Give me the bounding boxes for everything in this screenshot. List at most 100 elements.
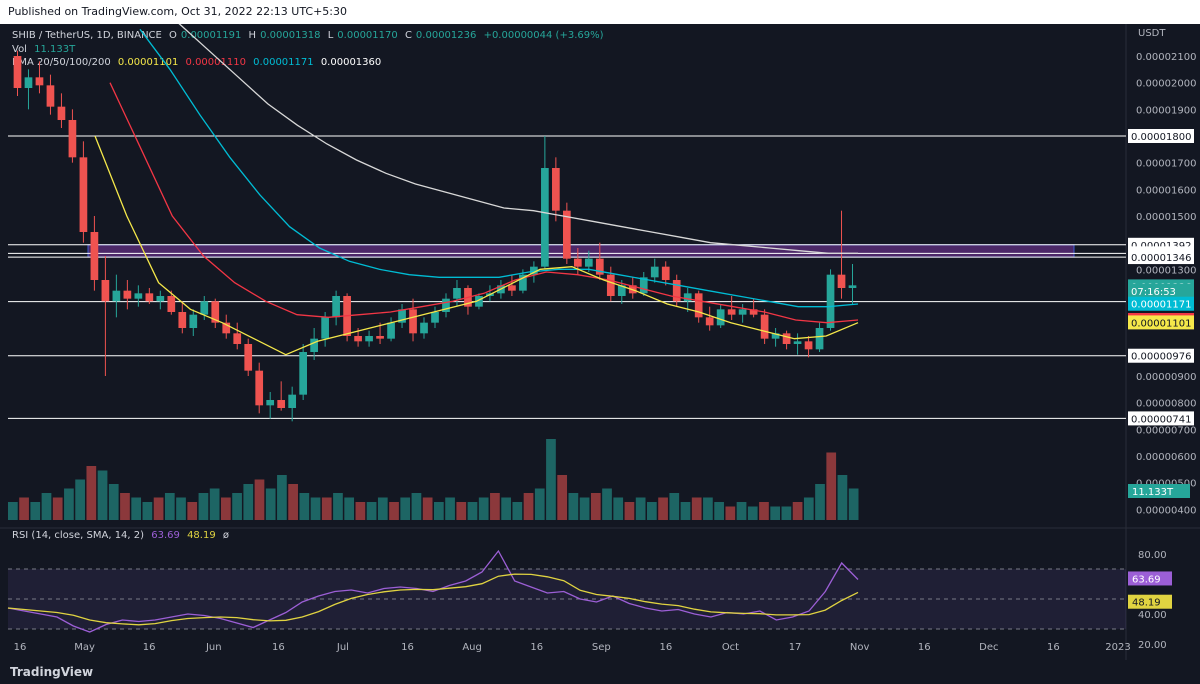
candle-body	[244, 344, 253, 371]
candle-body	[562, 210, 571, 259]
ema20-line	[94, 135, 859, 356]
candle-body	[310, 338, 318, 352]
volume-value: 11.133T	[34, 44, 76, 55]
price-tag: 07:16:53	[1131, 287, 1176, 298]
candle-body	[13, 56, 22, 88]
candle-body	[530, 266, 538, 275]
time-tick-label: 16	[530, 642, 543, 653]
price-tick-label: 0.00002000	[1136, 79, 1196, 90]
volume-bar	[803, 497, 814, 520]
time-tick-label: Aug	[462, 642, 482, 653]
candle-body	[134, 293, 143, 299]
candle-body	[354, 336, 362, 342]
candle-body	[398, 309, 406, 323]
volume-bar	[288, 484, 298, 520]
volume-bar	[691, 497, 702, 520]
candle-body	[321, 317, 329, 339]
candle-body	[442, 298, 450, 312]
candle-body	[749, 309, 758, 315]
ema200-value: 0.00001360	[320, 57, 382, 68]
candle-body	[266, 400, 275, 406]
candle-body	[123, 290, 132, 299]
candle-body	[738, 309, 747, 315]
level-tag-bg	[1128, 348, 1194, 363]
candle-body	[233, 333, 242, 344]
volume-bar	[321, 497, 332, 520]
high-label: H	[248, 30, 257, 41]
volume-bar	[602, 488, 612, 520]
candle-body	[387, 322, 395, 339]
low-value: 0.00001170	[337, 30, 398, 41]
price-tag-bg	[1128, 315, 1194, 330]
rsi-tag-bg	[1128, 594, 1172, 609]
price-chart[interactable]: 0.00002100 0.00002000 0.00001900 0.00001700…	[0, 24, 1200, 660]
volume-bar	[198, 493, 209, 520]
price-tick-label: 0.00000900	[1136, 372, 1196, 383]
candle-body	[145, 293, 154, 302]
volume-bar	[635, 497, 646, 520]
candle-body	[760, 314, 769, 339]
candle-body	[771, 333, 780, 339]
low-label: L	[327, 30, 334, 41]
volume-bar	[590, 493, 601, 520]
volume-bar	[19, 497, 29, 520]
candle-body	[277, 400, 286, 408]
volume-bar	[624, 502, 635, 520]
candle-body	[332, 296, 340, 318]
volume-bar	[75, 479, 85, 520]
candle-body	[288, 394, 297, 408]
volume-bar	[187, 502, 198, 520]
supply-zone	[87, 244, 1075, 258]
ema-legend: EMA 20/50/100/200 0.00001101 0.00001110 …	[12, 57, 385, 68]
price-tick-label: 0.00000800	[1136, 399, 1196, 410]
volume-bar	[568, 493, 579, 520]
volume-bar	[344, 497, 355, 520]
volume-bar	[30, 502, 41, 520]
price-tick-label: 0.00000400	[1136, 505, 1196, 516]
price-tick-label: 0.00002100	[1136, 52, 1196, 63]
rsi-tag-bg	[1128, 571, 1172, 586]
volume-bar	[243, 484, 254, 520]
candle-body	[639, 277, 648, 294]
candle-body	[68, 120, 77, 158]
candle-body	[376, 336, 384, 339]
volume-bar	[523, 493, 534, 520]
level-tag-bg	[1128, 129, 1194, 143]
volume-bar	[534, 488, 545, 520]
volume-bar	[333, 493, 343, 520]
volume-label[interactable]: Vol	[12, 44, 27, 55]
volume-bar	[120, 493, 130, 520]
candle-body	[475, 296, 483, 307]
volume-legend: Vol 11.133T	[12, 44, 79, 55]
candle-body	[705, 317, 714, 326]
rsi-value: 63.69	[151, 530, 180, 541]
ema-label[interactable]: EMA 20/50/100/200	[12, 57, 111, 68]
volume-bar	[826, 452, 837, 520]
rsi-tick-label: 20.00	[1138, 640, 1167, 651]
level-tag: 0.00001800	[1131, 132, 1191, 143]
price-tag-bg	[1128, 283, 1194, 298]
volume-bar	[658, 497, 668, 520]
candle-body	[431, 312, 439, 323]
volume-bar	[647, 502, 657, 520]
volume-bar	[714, 502, 724, 520]
candle-body	[848, 285, 857, 288]
candle-body	[167, 296, 176, 312]
time-tick-label: 16	[14, 642, 27, 653]
candle-body	[826, 274, 835, 328]
volume-bar	[86, 466, 97, 520]
volume-bar	[41, 493, 52, 520]
volume-bar	[546, 439, 556, 520]
symbol-legend: SHIB / TetherUS, 1D, BINANCE O 0.00001191…	[12, 30, 608, 41]
rsi-extra: ø	[222, 530, 230, 541]
volume-bar	[680, 502, 691, 520]
tradingview-logo[interactable]: TradingView	[10, 665, 94, 679]
candle-body	[112, 290, 121, 302]
time-tick-label: 16	[272, 642, 285, 653]
volume-bar	[736, 502, 747, 520]
symbol-title[interactable]: SHIB / TetherUS, 1D, BINANCE	[12, 30, 162, 41]
volume-bar	[299, 493, 310, 520]
volume-bar	[770, 506, 781, 520]
rsi-label[interactable]: RSI (14, close, SMA, 14, 2)	[12, 530, 145, 541]
volume-bar	[445, 497, 455, 520]
